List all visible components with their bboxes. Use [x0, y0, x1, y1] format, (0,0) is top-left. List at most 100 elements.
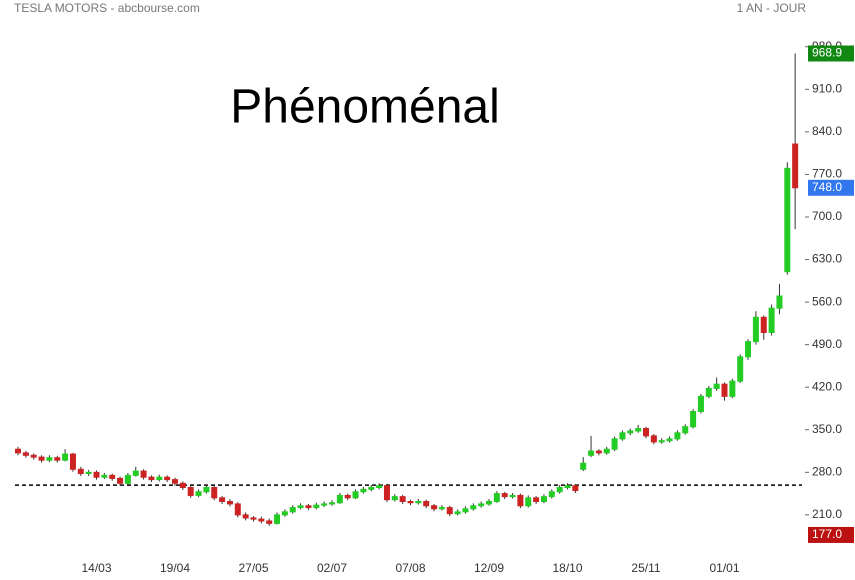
y-tick-label: 210.0 — [812, 507, 842, 521]
x-tick-label: 18/10 — [552, 561, 582, 575]
candle-body — [572, 485, 579, 492]
candle-body — [611, 438, 618, 450]
candle-body — [156, 476, 163, 481]
candle-body — [187, 487, 194, 496]
candle-body — [172, 479, 178, 484]
price-tag — [808, 179, 854, 196]
candle-body — [486, 501, 492, 505]
candle-body — [556, 487, 563, 493]
candle-body — [713, 383, 720, 389]
candle-body — [77, 468, 84, 475]
candle-body — [289, 507, 296, 513]
candle-body — [242, 514, 249, 519]
y-tick-label: 700.0 — [812, 209, 842, 223]
candle-body — [462, 508, 469, 513]
x-tick-label: 25/11 — [631, 561, 660, 575]
candle-body — [407, 501, 414, 504]
candle-body — [745, 341, 752, 358]
y-tick-label: 420.0 — [812, 379, 842, 393]
candle-body — [760, 316, 767, 333]
candle-body — [281, 511, 288, 516]
candle-body — [124, 474, 131, 484]
candle-body — [705, 387, 712, 397]
x-tick-label: 14/03 — [81, 561, 111, 575]
candle-body — [776, 295, 783, 309]
candle-body — [22, 452, 29, 456]
y-tick-label: 490.0 — [812, 337, 842, 351]
candle-body — [674, 432, 681, 440]
x-tick-label: 02/07 — [317, 561, 347, 575]
candle-body — [478, 503, 485, 507]
candle-body — [266, 520, 273, 524]
candle-body — [226, 501, 233, 505]
candle-body — [140, 470, 147, 478]
candle-body — [737, 356, 744, 382]
candle-body — [352, 491, 359, 499]
candle-body — [391, 496, 398, 501]
candle-body — [595, 450, 602, 454]
x-tick-label: 27/05 — [238, 561, 268, 575]
candle-body — [258, 518, 265, 522]
candle-body — [454, 511, 461, 515]
candle-body — [643, 428, 649, 437]
candle-body — [313, 504, 320, 509]
candle-body — [179, 482, 186, 489]
y-tick-label: 840.0 — [812, 124, 842, 138]
candle-body — [62, 453, 69, 461]
candle-body — [305, 505, 312, 509]
candle-body — [321, 503, 328, 506]
candle-body — [431, 505, 438, 510]
candle-body — [93, 471, 100, 478]
annotation: Phénoménal — [230, 81, 500, 134]
candle-body — [344, 494, 351, 499]
candle-body — [297, 505, 304, 509]
candle-body — [234, 503, 241, 516]
price-tag-label: 748.0 — [812, 180, 842, 194]
candle-body — [666, 438, 673, 442]
candle-body — [415, 501, 422, 504]
candle-body — [603, 448, 610, 454]
candle-body — [148, 476, 155, 481]
header-right: 1 AN - JOUR — [737, 1, 807, 15]
y-tick-label: 280.0 — [812, 464, 842, 478]
candle-body — [274, 514, 281, 524]
candle-body — [54, 457, 61, 461]
candle-body — [446, 507, 453, 515]
candle-body — [438, 507, 445, 510]
y-tick-label: 630.0 — [812, 252, 842, 266]
candle-body — [588, 450, 595, 456]
candle-body — [690, 411, 697, 428]
candle-body — [533, 497, 540, 502]
price-tag — [808, 45, 854, 62]
candle-body — [109, 474, 116, 479]
x-tick-label: 07/08 — [395, 561, 425, 575]
candle-body — [509, 494, 516, 498]
candle-body — [423, 501, 430, 507]
candle-body — [729, 380, 736, 397]
candle-body — [329, 502, 335, 505]
x-tick-label: 12/09 — [474, 561, 504, 575]
candle-body — [493, 493, 500, 502]
candle-body — [368, 487, 375, 490]
y-tick-label: 350.0 — [812, 422, 842, 436]
candle-body — [501, 493, 508, 498]
candle-body — [132, 470, 139, 476]
candle-body — [195, 491, 202, 496]
candle-body — [383, 485, 390, 501]
candle-body — [682, 426, 689, 434]
candle-body — [101, 474, 108, 478]
y-tick-label: 770.0 — [812, 167, 842, 181]
candle-body — [792, 143, 799, 189]
candle-body — [784, 167, 791, 273]
candle-body — [540, 496, 547, 502]
candle-body — [650, 435, 657, 443]
y-tick-label: 910.0 — [812, 81, 842, 95]
candle-body — [203, 487, 210, 493]
candle-body — [30, 454, 37, 458]
candle-body — [360, 488, 367, 493]
candle-body — [15, 448, 21, 454]
candle-body — [548, 491, 555, 498]
candle-body — [635, 428, 642, 432]
